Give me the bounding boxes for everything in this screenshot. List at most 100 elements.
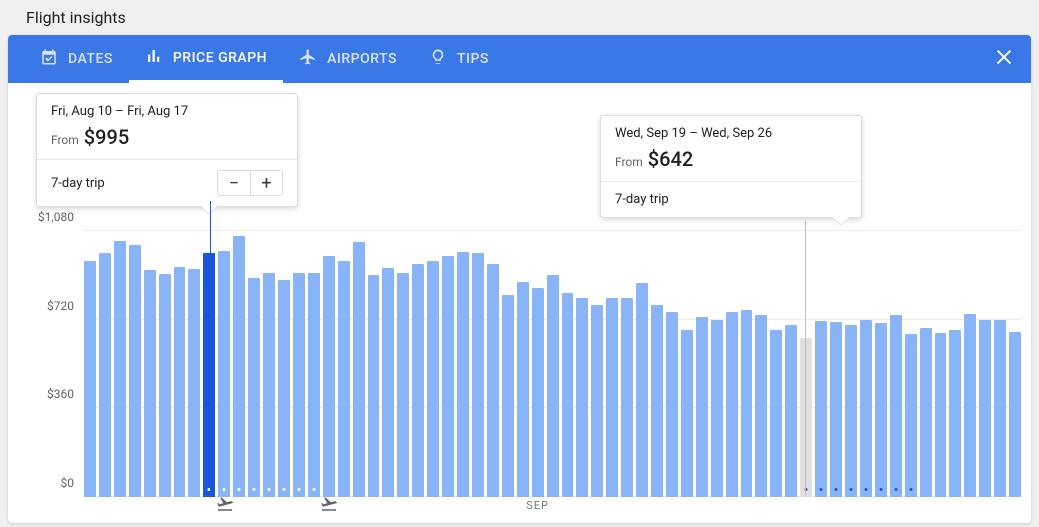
price-bar[interactable] — [741, 310, 753, 497]
trip-length-increase[interactable]: + — [250, 171, 282, 195]
price-bar[interactable] — [293, 273, 305, 497]
tab-label: DATES — [68, 51, 113, 67]
range-dot — [909, 488, 912, 491]
price-bar[interactable] — [562, 293, 574, 497]
price-bar[interactable] — [606, 298, 618, 498]
price-bar[interactable] — [666, 312, 678, 497]
price-bar[interactable] — [785, 325, 797, 497]
price-bar[interactable] — [382, 268, 394, 497]
price-bar[interactable] — [159, 274, 171, 497]
price-bar[interactable] — [576, 298, 588, 498]
tooltip-hover: Wed, Sep 19 – Wed, Sep 26 From $642 7-da… — [600, 115, 862, 218]
price-bar[interactable] — [875, 323, 887, 497]
price-bar[interactable] — [502, 295, 514, 497]
tooltip-price: $995 — [84, 125, 129, 149]
range-dot — [253, 488, 256, 491]
tooltip-selected: Fri, Aug 10 – Fri, Aug 17 From $995 7-da… — [36, 93, 298, 207]
price-bar[interactable] — [472, 253, 484, 497]
price-bar[interactable] — [263, 273, 275, 497]
range-dot — [849, 488, 852, 491]
calendar-icon — [40, 48, 58, 70]
price-bar[interactable] — [979, 320, 991, 497]
flight-insights-card: DATES PRICE GRAPH AIRPORTS TIPS — [8, 35, 1031, 523]
range-dot — [268, 488, 271, 491]
range-dot — [864, 488, 867, 491]
tab-airports[interactable]: AIRPORTS — [283, 35, 413, 83]
price-bar[interactable] — [84, 261, 96, 497]
price-bar[interactable] — [949, 330, 961, 497]
tab-tips[interactable]: TIPS — [413, 35, 505, 83]
price-bar[interactable] — [144, 270, 156, 497]
tooltip-price: $642 — [648, 147, 693, 171]
price-bar[interactable] — [248, 278, 260, 497]
price-bar[interactable] — [427, 261, 439, 497]
guide-line — [210, 201, 211, 497]
trip-length-label: 7-day trip — [615, 192, 669, 207]
price-bar[interactable] — [532, 288, 544, 497]
price-bar[interactable] — [711, 320, 723, 497]
price-bar[interactable] — [935, 333, 947, 497]
trip-length-decrease[interactable]: − — [218, 171, 250, 195]
bulb-icon — [429, 48, 447, 70]
price-bar[interactable] — [308, 273, 320, 497]
price-bar[interactable] — [964, 314, 976, 497]
price-bar[interactable] — [114, 241, 126, 497]
price-bar[interactable] — [129, 245, 141, 497]
price-bar[interactable] — [412, 264, 424, 497]
price-bar[interactable] — [278, 280, 290, 497]
trip-length-label: 7-day trip — [51, 176, 105, 191]
bars-icon — [145, 47, 163, 69]
price-bar[interactable] — [890, 315, 902, 497]
price-bar[interactable] — [755, 315, 767, 497]
price-bar[interactable] — [845, 325, 857, 497]
takeoff-icon — [216, 495, 234, 517]
price-bar[interactable] — [323, 256, 335, 497]
y-axis-labels: $0$360$720$1,080 — [28, 231, 80, 497]
price-bar[interactable] — [905, 334, 917, 497]
takeoff-icon — [320, 495, 338, 517]
price-bar[interactable] — [726, 312, 738, 497]
price-bar[interactable] — [487, 264, 499, 497]
price-bar[interactable] — [770, 330, 782, 497]
range-dot — [894, 488, 897, 491]
price-bar[interactable] — [397, 273, 409, 497]
bars-container — [84, 231, 1021, 497]
price-bar[interactable] — [174, 267, 186, 497]
range-dot — [223, 488, 226, 491]
range-dot — [879, 488, 882, 491]
price-bar[interactable] — [696, 317, 708, 497]
tab-price-graph[interactable]: PRICE GRAPH — [129, 35, 283, 83]
range-dot — [282, 488, 285, 491]
price-bar[interactable] — [591, 305, 603, 497]
tab-dates[interactable]: DATES — [24, 35, 129, 83]
price-bar[interactable] — [233, 236, 245, 497]
price-bar[interactable] — [547, 275, 559, 497]
price-bar[interactable] — [368, 275, 380, 497]
y-tick-label: $1,080 — [38, 210, 74, 224]
price-bar[interactable] — [517, 282, 529, 498]
price-bar[interactable] — [353, 242, 365, 497]
price-bar[interactable] — [681, 330, 693, 497]
plot-area[interactable] — [84, 231, 1021, 497]
price-bar[interactable] — [99, 253, 111, 497]
close-button[interactable] — [993, 46, 1015, 72]
plane-icon — [299, 48, 317, 70]
price-bar[interactable] — [830, 322, 842, 497]
price-bar[interactable] — [651, 305, 663, 497]
price-bar[interactable] — [442, 256, 454, 497]
price-bar[interactable] — [815, 321, 827, 497]
page-title: Flight insights — [26, 8, 1031, 27]
price-bar[interactable] — [188, 269, 200, 497]
price-bar[interactable] — [636, 283, 648, 497]
price-bar[interactable] — [621, 298, 633, 498]
price-bar[interactable] — [338, 261, 350, 497]
price-bar[interactable] — [860, 320, 872, 497]
price-bar[interactable] — [218, 251, 230, 497]
x-axis: SEP — [84, 499, 1021, 519]
price-bar[interactable] — [203, 253, 215, 497]
price-bar[interactable] — [994, 320, 1006, 497]
price-bar[interactable] — [1009, 332, 1021, 497]
price-bar[interactable] — [457, 252, 469, 497]
price-bar[interactable] — [920, 328, 932, 497]
price-graph-panel: Fri, Aug 10 – Fri, Aug 17 From $995 7-da… — [8, 83, 1031, 523]
